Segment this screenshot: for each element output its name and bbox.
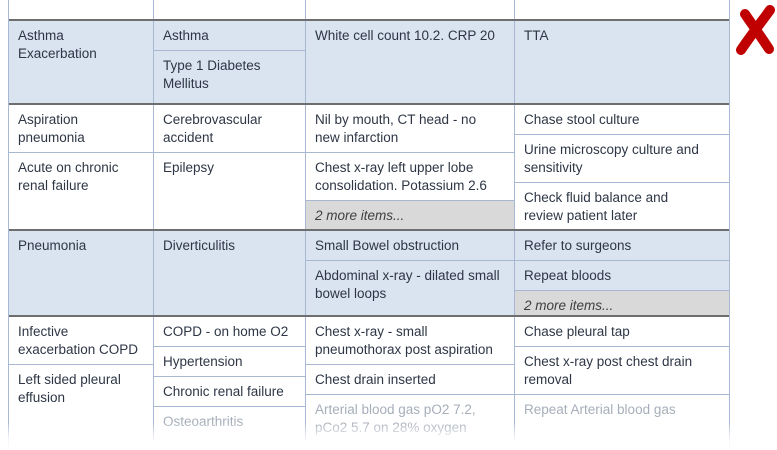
table-cell: Left sided pleural effusion [9,364,153,440]
table-cell: Small Bowel obstruction [315,238,460,253]
table-column: Refer to surgeons Repeat bloods 2 more ite… [515,231,729,320]
table-column: Cerebrovascular accident Epilepsy [154,105,306,229]
table-cell: Acute on chronic renal failure [9,152,153,229]
table-cell: Osteoarthritis [154,406,305,440]
table-cell: Hypertension [154,346,305,376]
x-mark-icon [736,5,775,55]
table-row-group: Pneumonia Diverticulitis Small Bowel obstr… [9,229,729,320]
table-cell: Epilepsy [154,152,305,229]
table-cell: Chest x-ray post chest drain removal [515,346,729,394]
table-cell: Nil by mouth, CT head - no new infarctio… [315,112,477,145]
handover-table: Asthma Exacerbation Asthma Type 1 Diabetes… [8,0,730,450]
table-cell: Abdominal x-ray - dilated small bowel lo… [306,260,514,315]
table-column: Chase stool culture Urine microscopy cult… [515,105,729,229]
table-cell: White cell count 10.2. CRP 20 [315,28,495,43]
table-column [306,0,515,19]
table-column [154,0,306,19]
table-cell: Chest x-ray left upper lobe consolidatio… [306,152,514,200]
table-cell: Diverticulitis [163,238,236,253]
more-items-cell[interactable]: 2 more items... [306,200,514,230]
table-cell: TTA [524,28,549,43]
table-cell: Repeat bloods [515,260,729,290]
table-column: COPD - on home O2 Hypertension Chronic ren… [154,317,306,440]
table-cell: Chase pleural tap [524,324,630,339]
table-column: Pneumonia [9,231,154,315]
table-cell: Chase stool culture [524,112,640,127]
table-row-group [9,0,729,19]
table-column: TTA [515,21,729,103]
table-cell: Urine microscopy culture and sensitivity [515,134,729,182]
table-column: Small Bowel obstruction Abdominal x-ray -… [306,231,515,315]
table-cell: Check fluid balance and review patient l… [515,182,729,230]
table-cell: Asthma [163,28,209,43]
table-column: Aspiration pneumonia Acute on chronic ren… [9,105,154,229]
table-cell: Refer to surgeons [524,238,632,253]
table-column: Asthma Exacerbation [9,21,154,103]
table-column: Chest x-ray - small pneumothorax post as… [306,317,515,440]
table-cell: Asthma Exacerbation [18,28,97,61]
table-column: Nil by mouth, CT head - no new infarctio… [306,105,515,230]
table-cell: Infective exacerbation COPD [18,324,139,357]
table-cell: Aspiration pneumonia [18,112,85,145]
table-column: Chase pleural tap Chest x-ray post chest … [515,317,729,440]
table-cell: Chest x-ray - small pneumothorax post as… [315,324,493,357]
table-cell: Cerebrovascular accident [163,112,263,145]
table-column [515,0,729,19]
table-cell: COPD - on home O2 [163,324,289,339]
table-cell: Type 1 Diabetes Mellitus [154,50,305,103]
table-column: Infective exacerbation COPD Left sided pl… [9,317,154,440]
table-row-group: Aspiration pneumonia Acute on chronic ren… [9,103,729,230]
table-row-group: Asthma Exacerbation Asthma Type 1 Diabetes… [9,19,729,103]
table-cell: Pneumonia [18,238,87,253]
table-cell: Chronic renal failure [154,376,305,406]
table-cell: Arterial blood gas pO2 7.2, pCo2 5.7 on … [306,394,514,442]
table-column: White cell count 10.2. CRP 20 [306,21,515,103]
table-cell: Repeat Arterial blood gas [515,394,729,440]
table-cell: Chest drain inserted [306,364,514,394]
table-row-group: Infective exacerbation COPD Left sided pl… [9,315,729,440]
table-column: Asthma Type 1 Diabetes Mellitus [154,21,306,103]
table-column: Diverticulitis [154,231,306,315]
table-column [9,0,154,19]
